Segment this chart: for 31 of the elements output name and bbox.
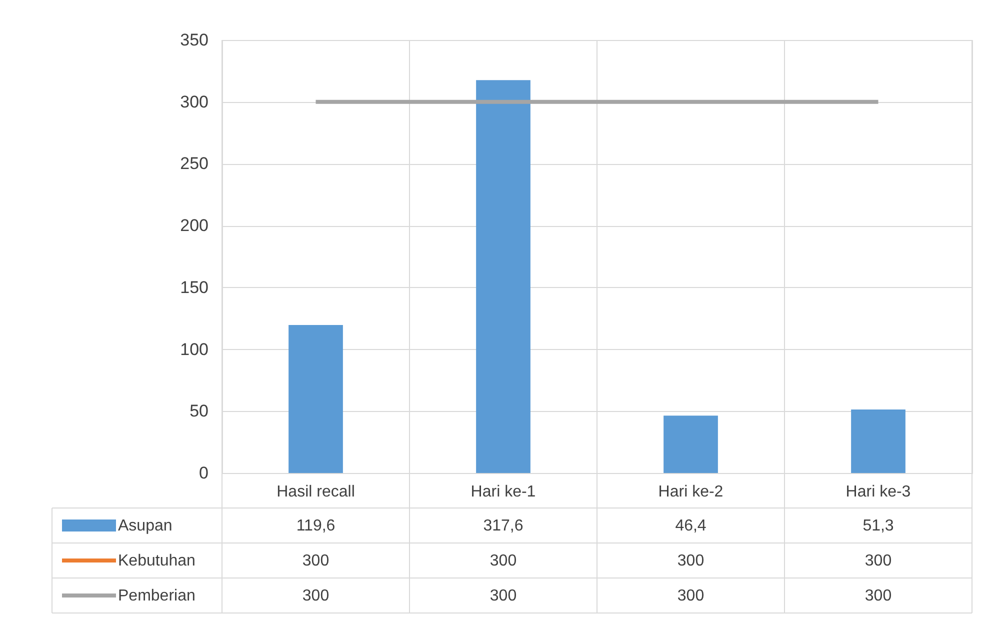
text: 300 [677,552,704,570]
y-tick-label: 350 [180,30,208,50]
legend-label: Kebutuhan [118,552,196,570]
data-label: 317,6 [483,518,524,534]
x-tick-label: Hari ke-1 [470,484,536,500]
data-label: 51,3 [862,518,894,534]
text: 300 [302,552,330,570]
x-tick-label: Hari ke-2 [658,484,724,500]
x-tick-label: Hari ke-3 [846,484,911,500]
data-label: 46,4 [675,518,706,534]
text: 300 [490,552,517,570]
legend-label: Asupan [118,518,172,534]
y-tick-label: 300 [180,92,208,112]
data-label: 300 [864,588,892,604]
data-label: 119,6 [296,518,336,534]
bar [288,325,343,473]
y-tick-label: 150 [180,278,208,297]
y-tick-label: 100 [180,340,208,359]
x-tick-label: Hasil recall [276,484,355,500]
legend-label: Pemberian [118,588,196,604]
y-tick-label: 0 [199,464,208,482]
y-tick-label: 50 [190,402,208,421]
bar [664,416,718,473]
data-label: 300 [490,588,517,604]
data-label: 300 [302,588,330,604]
y-tick-label: 200 [180,216,208,236]
data-label: 300 [677,588,704,604]
text: 300 [864,552,892,570]
bar [476,80,530,473]
bar [851,410,906,473]
y-tick-label: 250 [180,154,208,174]
